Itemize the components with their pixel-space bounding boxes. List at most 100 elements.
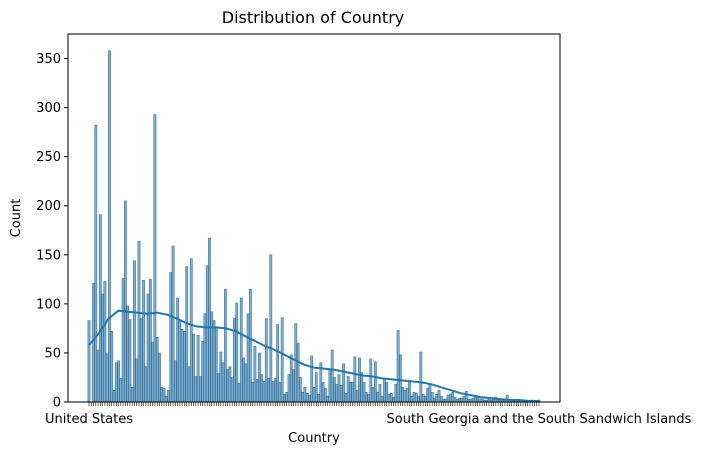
bar xyxy=(460,397,464,403)
bar xyxy=(310,355,314,403)
chart-title: Distribution of Country xyxy=(222,8,405,27)
bar xyxy=(296,342,300,403)
bar xyxy=(453,396,457,403)
bar xyxy=(110,331,114,403)
bar xyxy=(305,392,309,403)
bar xyxy=(283,393,286,403)
bar xyxy=(294,323,298,403)
bar xyxy=(148,279,152,403)
bar xyxy=(271,381,275,403)
bar xyxy=(198,376,202,403)
bar xyxy=(117,360,120,403)
bar xyxy=(335,384,339,403)
bar xyxy=(301,391,305,403)
bar xyxy=(128,319,132,403)
y-tick-label: 200 xyxy=(36,199,61,214)
bar xyxy=(437,389,441,403)
bar xyxy=(137,240,141,403)
x-tick-label-first: United States xyxy=(45,412,133,427)
bar xyxy=(471,397,475,403)
y-tick-label: 100 xyxy=(36,297,61,312)
bar xyxy=(385,382,389,403)
bar xyxy=(446,394,450,403)
bar xyxy=(423,395,427,403)
bar xyxy=(330,349,334,403)
bar xyxy=(389,392,393,403)
bar xyxy=(314,372,318,403)
bar xyxy=(355,389,359,403)
bar xyxy=(351,382,355,403)
bar xyxy=(237,383,241,403)
bar xyxy=(223,288,227,403)
bar xyxy=(205,265,209,403)
bar xyxy=(448,393,452,403)
bar xyxy=(426,388,430,403)
bar xyxy=(228,366,232,403)
bar xyxy=(235,302,239,403)
bar xyxy=(439,395,443,403)
bar xyxy=(373,361,377,403)
bar xyxy=(153,114,157,403)
bar xyxy=(212,320,216,403)
bar xyxy=(326,395,330,403)
bar xyxy=(344,392,348,403)
bar xyxy=(414,392,418,403)
bar xyxy=(126,305,130,403)
bar xyxy=(94,125,98,403)
bar xyxy=(123,200,127,403)
bar xyxy=(201,340,205,403)
bar xyxy=(160,387,164,403)
bar xyxy=(376,391,380,403)
bar xyxy=(87,320,91,403)
bar xyxy=(242,357,245,403)
bar xyxy=(358,357,361,403)
bar xyxy=(298,377,302,403)
bar xyxy=(239,297,243,403)
y-axis-label: Count xyxy=(9,199,24,238)
bar xyxy=(360,372,364,403)
bar xyxy=(348,382,352,403)
bar xyxy=(258,352,261,403)
bar xyxy=(371,387,375,403)
bar xyxy=(458,397,461,403)
bar xyxy=(221,362,225,403)
bar xyxy=(387,393,391,403)
bar xyxy=(417,395,420,403)
bar xyxy=(98,214,102,403)
bar xyxy=(96,349,100,403)
bar xyxy=(208,237,211,403)
bar xyxy=(317,393,320,403)
bar xyxy=(155,336,159,403)
bar xyxy=(321,382,325,403)
bar xyxy=(396,330,400,403)
bar xyxy=(176,297,180,403)
bar xyxy=(171,245,175,403)
bar xyxy=(419,351,423,403)
bar xyxy=(185,266,189,403)
bar xyxy=(287,374,291,403)
bar xyxy=(142,280,145,403)
y-tick-label: 250 xyxy=(36,150,61,165)
bar xyxy=(192,334,195,403)
bar xyxy=(273,378,277,403)
bar xyxy=(428,384,432,403)
bar xyxy=(187,366,191,403)
y-tick-label: 150 xyxy=(36,248,61,263)
bar xyxy=(114,362,118,403)
bar xyxy=(112,389,116,403)
bar xyxy=(394,384,398,403)
bar xyxy=(135,358,139,403)
bar xyxy=(269,254,273,403)
y-tick-label: 50 xyxy=(44,346,61,361)
bar xyxy=(403,389,407,403)
bar xyxy=(367,393,370,403)
bar xyxy=(180,329,184,403)
bar xyxy=(144,366,148,403)
bar xyxy=(196,335,200,403)
bar xyxy=(383,379,386,403)
bar xyxy=(430,391,434,403)
x-tick-label-last: South Georgia and the South Sandwich Isl… xyxy=(387,412,692,427)
bar xyxy=(133,260,136,403)
bar xyxy=(108,50,111,403)
bar xyxy=(464,390,468,403)
